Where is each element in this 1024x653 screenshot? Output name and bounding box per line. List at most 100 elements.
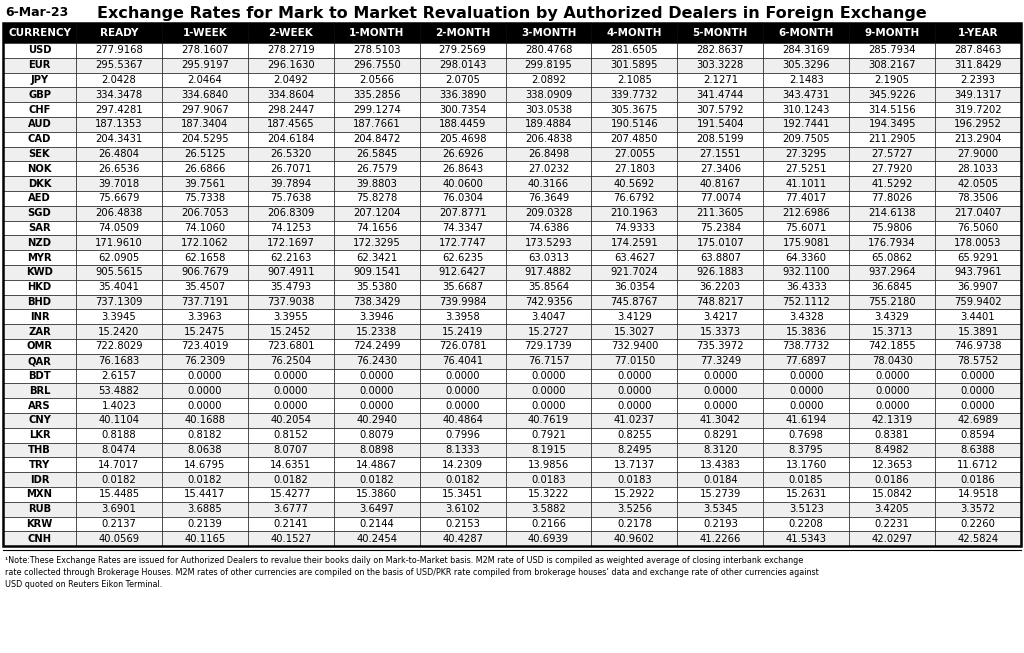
Bar [420, 383, 506, 398]
Bar [420, 398, 506, 413]
Bar [763, 368, 849, 383]
Bar [3, 472, 76, 487]
Text: 26.5845: 26.5845 [356, 149, 397, 159]
Text: 26.7071: 26.7071 [270, 164, 311, 174]
Bar [849, 428, 935, 443]
Bar [935, 58, 1021, 72]
Text: 0.0000: 0.0000 [703, 371, 737, 381]
Text: BDT: BDT [28, 371, 51, 381]
Bar [763, 72, 849, 88]
Bar [849, 310, 935, 324]
Text: 42.5824: 42.5824 [957, 534, 998, 544]
Bar [420, 161, 506, 176]
Bar [420, 72, 506, 88]
Bar [592, 487, 677, 502]
Text: 279.2569: 279.2569 [438, 46, 486, 56]
Bar [849, 517, 935, 532]
Text: 284.3169: 284.3169 [782, 46, 830, 56]
Bar [849, 457, 935, 472]
Text: 206.7053: 206.7053 [181, 208, 228, 218]
Text: 3.4047: 3.4047 [531, 311, 566, 322]
Bar [248, 132, 334, 147]
Bar [506, 191, 592, 206]
Text: 0.0184: 0.0184 [703, 475, 737, 485]
Text: ¹Note:These Exchange Rates are issued for Authorized Dealers to revalue their bo: ¹Note:These Exchange Rates are issued fo… [5, 556, 819, 589]
Bar [334, 161, 420, 176]
Text: 0.7996: 0.7996 [445, 430, 480, 440]
Bar [677, 23, 763, 43]
Text: IDR: IDR [30, 475, 49, 485]
Text: 0.0000: 0.0000 [874, 386, 909, 396]
Text: 912.6427: 912.6427 [438, 267, 486, 278]
Bar [763, 383, 849, 398]
Text: 0.0000: 0.0000 [874, 400, 909, 411]
Bar [248, 324, 334, 339]
Text: 15.3891: 15.3891 [957, 326, 998, 336]
Text: 295.9197: 295.9197 [181, 60, 228, 71]
Text: MXN: MXN [27, 489, 52, 500]
Text: 40.0569: 40.0569 [98, 534, 139, 544]
Bar [849, 472, 935, 487]
Bar [506, 324, 592, 339]
Bar [334, 398, 420, 413]
Text: 0.0000: 0.0000 [531, 386, 566, 396]
Text: 281.6505: 281.6505 [610, 46, 658, 56]
Bar [849, 103, 935, 117]
Text: 296.1630: 296.1630 [267, 60, 314, 71]
Bar [935, 117, 1021, 132]
Text: 742.9356: 742.9356 [524, 297, 572, 307]
Bar [3, 324, 76, 339]
Text: 27.7920: 27.7920 [871, 164, 912, 174]
Text: 41.0237: 41.0237 [613, 415, 655, 425]
Text: 36.0354: 36.0354 [614, 282, 655, 292]
Bar [935, 43, 1021, 58]
Bar [420, 147, 506, 161]
Text: 338.0909: 338.0909 [525, 90, 572, 100]
Bar [162, 383, 248, 398]
Text: 64.3360: 64.3360 [785, 253, 826, 263]
Bar [334, 354, 420, 368]
Bar [76, 43, 162, 58]
Text: OMR: OMR [27, 342, 52, 351]
Text: 35.8564: 35.8564 [528, 282, 569, 292]
Text: 65.9291: 65.9291 [957, 253, 998, 263]
Bar [248, 58, 334, 72]
Text: 15.2338: 15.2338 [356, 326, 397, 336]
Text: 339.7732: 339.7732 [610, 90, 658, 100]
Text: 0.2141: 0.2141 [273, 519, 308, 529]
Text: 62.1658: 62.1658 [184, 253, 225, 263]
Text: 74.1253: 74.1253 [270, 223, 311, 233]
Text: 932.1100: 932.1100 [782, 267, 830, 278]
Bar [506, 161, 592, 176]
Bar [420, 132, 506, 147]
Text: 74.0509: 74.0509 [98, 223, 139, 233]
Text: 909.1541: 909.1541 [353, 267, 400, 278]
Text: 0.8381: 0.8381 [874, 430, 909, 440]
Bar [763, 517, 849, 532]
Bar [248, 72, 334, 88]
Bar [506, 250, 592, 265]
Text: 0.8594: 0.8594 [961, 430, 995, 440]
Text: 3.3946: 3.3946 [359, 311, 394, 322]
Bar [162, 72, 248, 88]
Text: 14.9518: 14.9518 [957, 489, 998, 500]
Bar [506, 206, 592, 221]
Text: 0.2260: 0.2260 [961, 519, 995, 529]
Bar [849, 23, 935, 43]
Bar [248, 339, 334, 354]
Text: 343.4731: 343.4731 [782, 90, 829, 100]
Text: 28.1033: 28.1033 [957, 164, 998, 174]
Text: EUR: EUR [29, 60, 51, 71]
Text: 214.6138: 214.6138 [868, 208, 915, 218]
Bar [162, 250, 248, 265]
Text: 77.0150: 77.0150 [613, 356, 655, 366]
Bar [849, 398, 935, 413]
Text: 209.7505: 209.7505 [782, 135, 830, 144]
Text: 296.7550: 296.7550 [353, 60, 400, 71]
Text: 15.4485: 15.4485 [98, 489, 139, 500]
Bar [935, 23, 1021, 43]
Text: 40.6939: 40.6939 [528, 534, 569, 544]
Bar [76, 72, 162, 88]
Bar [506, 368, 592, 383]
Bar [849, 206, 935, 221]
